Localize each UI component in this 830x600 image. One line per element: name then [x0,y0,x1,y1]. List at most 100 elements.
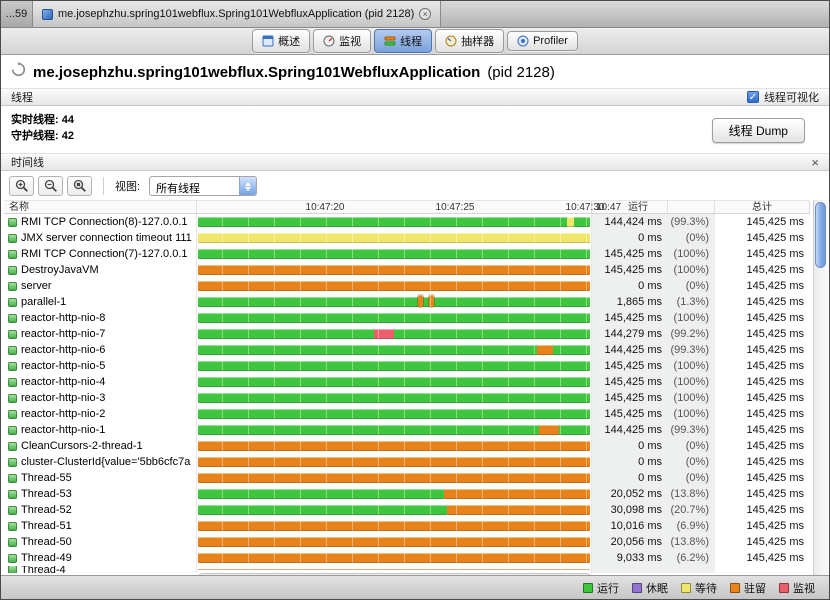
thread-row[interactable]: Thread-52 30,098 ms (20.7%) 145,425 ms [4,502,810,518]
thread-name: reactor-http-nio-4 [21,376,106,388]
thread-state-run-segment [198,345,590,355]
thread-icon [8,566,17,573]
document-tab-active[interactable]: me.josephzhu.spring101webflux.Spring101W… [33,1,442,27]
thread-running-time: 145,425 ms [592,358,668,374]
vertical-scrollbar[interactable] [813,200,828,575]
thread-name: reactor-http-nio-5 [21,360,106,372]
thread-state-park-segment [198,537,590,547]
thread-stats-row: 实时线程: 44 守护线程: 42 线程 Dump [1,106,829,153]
legend-item: 监视 [779,580,815,596]
thread-icon [8,521,17,531]
thread-state-run-segment [198,329,590,339]
thread-state-bar [198,377,590,387]
thread-visualization-checkbox[interactable]: ✓ 线程可视化 [747,89,819,105]
column-header-running[interactable]: 10:47 运行 [592,201,668,213]
thread-row[interactable]: CleanCursors-2-thread-1 0 ms (0%) 145,42… [4,438,810,454]
thread-name: Thread-52 [21,504,72,516]
thread-row[interactable]: JMX server connection timeout 111 0 ms (… [4,230,810,246]
zoom-in-button[interactable] [9,176,34,196]
thread-icon [8,489,17,499]
thread-row[interactable]: DestroyJavaVM 145,425 ms (100%) 145,425 … [4,262,810,278]
tab-monitor[interactable]: 监视 [313,29,372,53]
thread-state-bar [198,265,590,275]
thread-row[interactable]: RMI TCP Connection(7)-127.0.0.1 145,425 … [4,246,810,262]
threads-section-header: 线程 ✓ 线程可视化 [1,88,829,106]
tab-profiler[interactable]: Profiler [507,31,578,51]
tab-profiler-label: Profiler [533,35,568,47]
status-bar: 运行 休眠 等待 驻留 监视 [1,575,829,599]
close-tab-icon[interactable]: × [419,8,432,20]
combo-stepper-icon[interactable] [239,177,257,195]
thread-name-cell: Thread-51 [4,518,197,534]
thread-row[interactable]: Thread-4 [4,566,810,573]
thread-icon [8,233,17,243]
thread-name-cell: RMI TCP Connection(7)-127.0.0.1 [4,246,197,262]
thread-total-time: 145,425 ms [715,342,810,358]
thread-state-run-segment [198,313,590,323]
thread-row[interactable]: Thread-55 0 ms (0%) 145,425 ms [4,470,810,486]
thread-timeline-cell [197,294,592,310]
thread-row[interactable]: reactor-http-nio-4 145,425 ms (100%) 145… [4,374,810,390]
thread-running-time: 9,033 ms [592,550,668,566]
thread-icon [8,361,17,371]
thread-row[interactable]: cluster-ClusterId{value='5bb6cfc7a 0 ms … [4,454,810,470]
thread-row[interactable]: parallel-1 1,865 ms (1.3%) 145,425 ms [4,294,810,310]
timeline-toolbar: 视图: 所有线程 [1,171,829,200]
hscroll-track[interactable] [197,573,592,575]
thread-row[interactable]: Thread-49 9,033 ms (6.2%) 145,425 ms [4,550,810,566]
thread-row[interactable]: RMI TCP Connection(8)-127.0.0.1 144,424 … [4,214,810,230]
thread-total-time: 145,425 ms [715,310,810,326]
column-header-timeline[interactable]: 10:47:20 10:47:25 10:47:30 [197,201,604,213]
thread-state-bar [198,249,590,259]
thread-running-time: 0 ms [592,454,668,470]
thread-row[interactable]: server 0 ms (0%) 145,425 ms [4,278,810,294]
thread-total-time: 145,425 ms [715,486,810,502]
column-header-total[interactable]: 总计 [715,201,810,213]
thread-running-percent: (99.2%) [668,326,715,342]
view-select[interactable]: 所有线程 [149,176,258,196]
close-timeline-icon[interactable]: × [811,154,819,170]
threads-icon [384,35,396,47]
thread-row[interactable]: Thread-50 20,056 ms (13.8%) 145,425 ms [4,534,810,550]
legend-item: 等待 [681,580,717,596]
thread-row[interactable]: reactor-http-nio-3 145,425 ms (100%) 145… [4,390,810,406]
table-header[interactable]: 名称 10:47:20 10:47:25 10:47:30 10:47 运行 总… [4,200,810,214]
thread-row[interactable]: reactor-http-nio-2 145,425 ms (100%) 145… [4,406,810,422]
thread-name: reactor-http-nio-2 [21,408,106,420]
legend-label: 休眠 [646,582,668,595]
thread-name: reactor-http-nio-6 [21,344,106,356]
thread-row[interactable]: reactor-http-nio-5 145,425 ms (100%) 145… [4,358,810,374]
thread-row[interactable]: Thread-51 10,016 ms (6.9%) 145,425 ms [4,518,810,534]
time-tick-label: 10:47:20 [305,202,345,213]
thread-row[interactable]: reactor-http-nio-6 144,425 ms (99.3%) 14… [4,342,810,358]
thread-row[interactable]: Thread-53 20,052 ms (13.8%) 145,425 ms [4,486,810,502]
thread-name: reactor-http-nio-8 [21,312,106,324]
column-header-percent[interactable] [668,201,715,213]
overflow-tab[interactable]: ...59 [1,1,33,27]
thread-state-park-segment [198,521,590,531]
thread-state-bar [198,393,590,403]
tab-threads[interactable]: 线程 [374,29,433,53]
thread-name-cell: CleanCursors-2-thread-1 [4,438,197,454]
thread-name-cell: reactor-http-nio-2 [4,406,197,422]
thread-name-cell: reactor-http-nio-3 [4,390,197,406]
thread-row[interactable]: reactor-http-nio-1 144,425 ms (99.3%) 14… [4,422,810,438]
thread-row[interactable]: reactor-http-nio-7 144,279 ms (99.2%) 14… [4,326,810,342]
tab-overview[interactable]: 概述 [252,29,311,53]
thread-row[interactable]: reactor-http-nio-8 145,425 ms (100%) 145… [4,310,810,326]
column-header-name[interactable]: 名称 [4,201,197,213]
thread-dump-button[interactable]: 线程 Dump [711,118,805,143]
thread-state-legend: 运行 休眠 等待 驻留 监视 [583,580,815,596]
zoom-fit-button[interactable] [67,176,92,196]
horizontal-scrollbar[interactable] [4,573,810,575]
thread-icon [8,297,17,307]
vscroll-thumb[interactable] [815,202,826,268]
thread-running-time: 145,425 ms [592,374,668,390]
legend-label: 监视 [793,582,815,595]
thread-name: JMX server connection timeout 111 [21,232,192,244]
thread-running-time: 144,424 ms [592,214,668,230]
thread-icon [8,265,17,275]
timeline-section-header: 时间线 × [1,153,829,171]
zoom-out-button[interactable] [38,176,63,196]
tab-sampler[interactable]: 抽样器 [435,29,505,53]
